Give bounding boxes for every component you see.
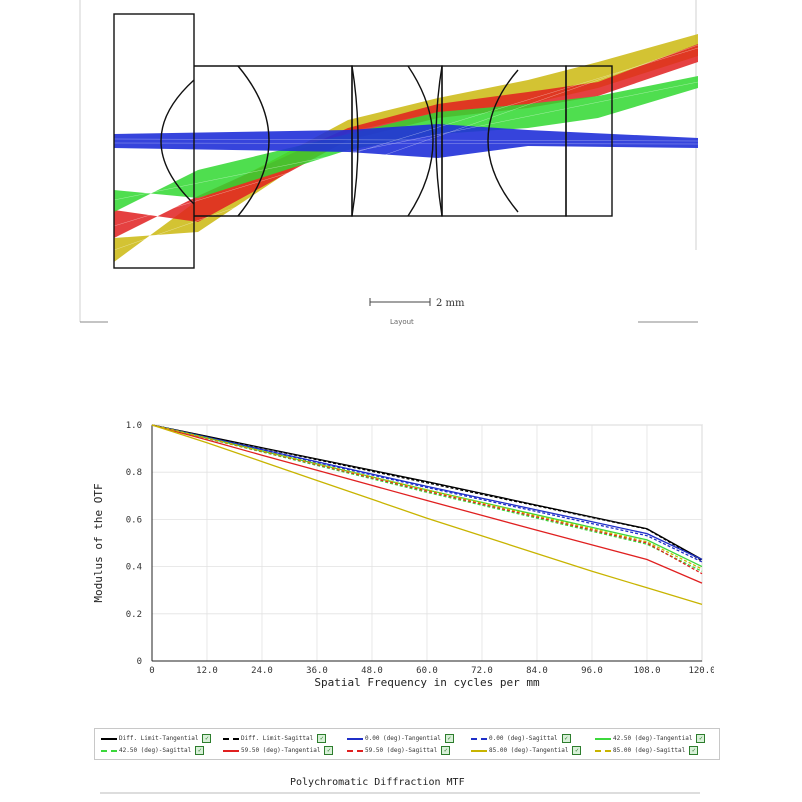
legend-swatch [223, 737, 239, 740]
y-tick-label: 0 [137, 657, 142, 667]
legend-checkbox[interactable]: ✓ [324, 746, 334, 755]
x-tick-label: 108.0 [633, 666, 660, 676]
x-tick-label: 84.0 [526, 666, 548, 676]
legend-swatch [347, 749, 363, 752]
layout-caption: Layout [390, 318, 414, 326]
bottom-divider [100, 792, 700, 794]
series-line-7 [151, 424, 703, 575]
legend-checkbox[interactable]: ✓ [317, 734, 327, 743]
legend-swatch [101, 749, 117, 752]
x-tick-label: 120.0 [688, 666, 714, 676]
legend-item: Diff. Limit-Tangential ✓ [101, 734, 212, 743]
legend-label: 0.00 (deg)-Tangential [365, 735, 441, 742]
scale-bar-label: 2 mm [436, 298, 465, 309]
y-tick-label: 0.2 [126, 610, 142, 620]
series-line-0 [151, 424, 703, 561]
legend-checkbox[interactable]: ✓ [441, 746, 451, 755]
legend-label: 59.50 (deg)-Tangential [241, 747, 321, 754]
legend-swatch [471, 749, 487, 752]
legend-checkbox[interactable]: ✓ [696, 734, 706, 743]
y-tick-label: 1.0 [126, 421, 142, 431]
x-tick-label: 24.0 [251, 666, 273, 676]
legend-checkbox[interactable]: ✓ [689, 746, 699, 755]
legend-label: 42.50 (deg)-Sagittal [119, 747, 192, 754]
x-tick-label: 36.0 [306, 666, 328, 676]
legend-swatch [101, 737, 117, 740]
legend-checkbox[interactable]: ✓ [572, 746, 582, 755]
chart-title: Polychromatic Diffraction MTF [290, 777, 465, 788]
legend-item: 0.00 (deg)-Sagittal ✓ [471, 734, 571, 743]
x-tick-label: 0 [149, 666, 154, 676]
chart-legend: Diff. Limit-Tangential ✓ Diff. Limit-Sagit… [94, 728, 720, 760]
x-tick-label: 48.0 [361, 666, 383, 676]
legend-swatch [347, 737, 363, 740]
legend-label: 0.00 (deg)-Sagittal [489, 735, 558, 742]
mtf-chart-panel: 0 12.0 24.0 36.0 48.0 60.0 72.0 84.0 96.0 108.0 12… [82, 392, 716, 692]
legend-item: 0.00 (deg)-Tangential ✓ [347, 734, 454, 743]
legend-item: 59.50 (deg)-Tangential ✓ [223, 746, 334, 755]
ray-bundle-42deg [114, 76, 698, 212]
legend-label: Diff. Limit-Tangential [119, 735, 199, 742]
legend-swatch [471, 737, 487, 740]
legend-label: 42.50 (deg)-Tangential [613, 735, 693, 742]
series-line-9 [151, 424, 703, 570]
legend-checkbox[interactable]: ✓ [195, 746, 205, 755]
legend-label: 85.00 (deg)-Tangential [489, 747, 569, 754]
x-axis-label: Spatial Frequency in cycles per mm [314, 676, 540, 689]
legend-label: 85.00 (deg)-Sagittal [613, 747, 686, 754]
x-tick-label: 12.0 [196, 666, 218, 676]
y-tick-label: 0.8 [126, 468, 142, 478]
lens-layout-diagram: 2 mm Layout [79, 0, 699, 326]
x-tick-label: 60.0 [416, 666, 438, 676]
y-tick-label: 0.6 [126, 515, 142, 525]
series-line-2 [151, 424, 703, 561]
legend-item: 42.50 (deg)-Tangential ✓ [595, 734, 706, 743]
legend-swatch [595, 749, 611, 752]
legend-checkbox[interactable]: ✓ [444, 734, 454, 743]
legend-item: 42.50 (deg)-Sagittal ✓ [101, 746, 205, 755]
series-line-8 [151, 424, 703, 606]
legend-item: 85.00 (deg)-Tangential ✓ [471, 746, 582, 755]
legend-label: Diff. Limit-Sagittal [241, 735, 314, 742]
legend-swatch [223, 749, 239, 752]
lens-elements [113, 13, 613, 269]
legend-swatch [595, 737, 611, 740]
y-axis-label: Modulus of the OTF [92, 483, 105, 602]
scale-bar [369, 298, 431, 306]
legend-item: 59.50 (deg)-Sagittal ✓ [347, 746, 451, 755]
mtf-chart: 0 12.0 24.0 36.0 48.0 60.0 72.0 84.0 96.0 108.0 12… [92, 421, 716, 689]
legend-item: 85.00 (deg)-Sagittal ✓ [595, 746, 699, 755]
series-line-6 [151, 424, 703, 584]
lens-layout-panel: 2 mm Layout [78, 0, 700, 330]
series-line-5 [151, 424, 703, 572]
y-tick-label: 0.4 [126, 563, 142, 573]
legend-item: Diff. Limit-Sagittal ✓ [223, 734, 327, 743]
legend-checkbox[interactable]: ✓ [561, 734, 571, 743]
x-tick-label: 96.0 [581, 666, 603, 676]
series-line-3 [151, 424, 703, 563]
legend-checkbox[interactable]: ✓ [202, 734, 212, 743]
x-tick-label: 72.0 [471, 666, 493, 676]
legend-label: 59.50 (deg)-Sagittal [365, 747, 438, 754]
series-line-1 [151, 424, 703, 562]
